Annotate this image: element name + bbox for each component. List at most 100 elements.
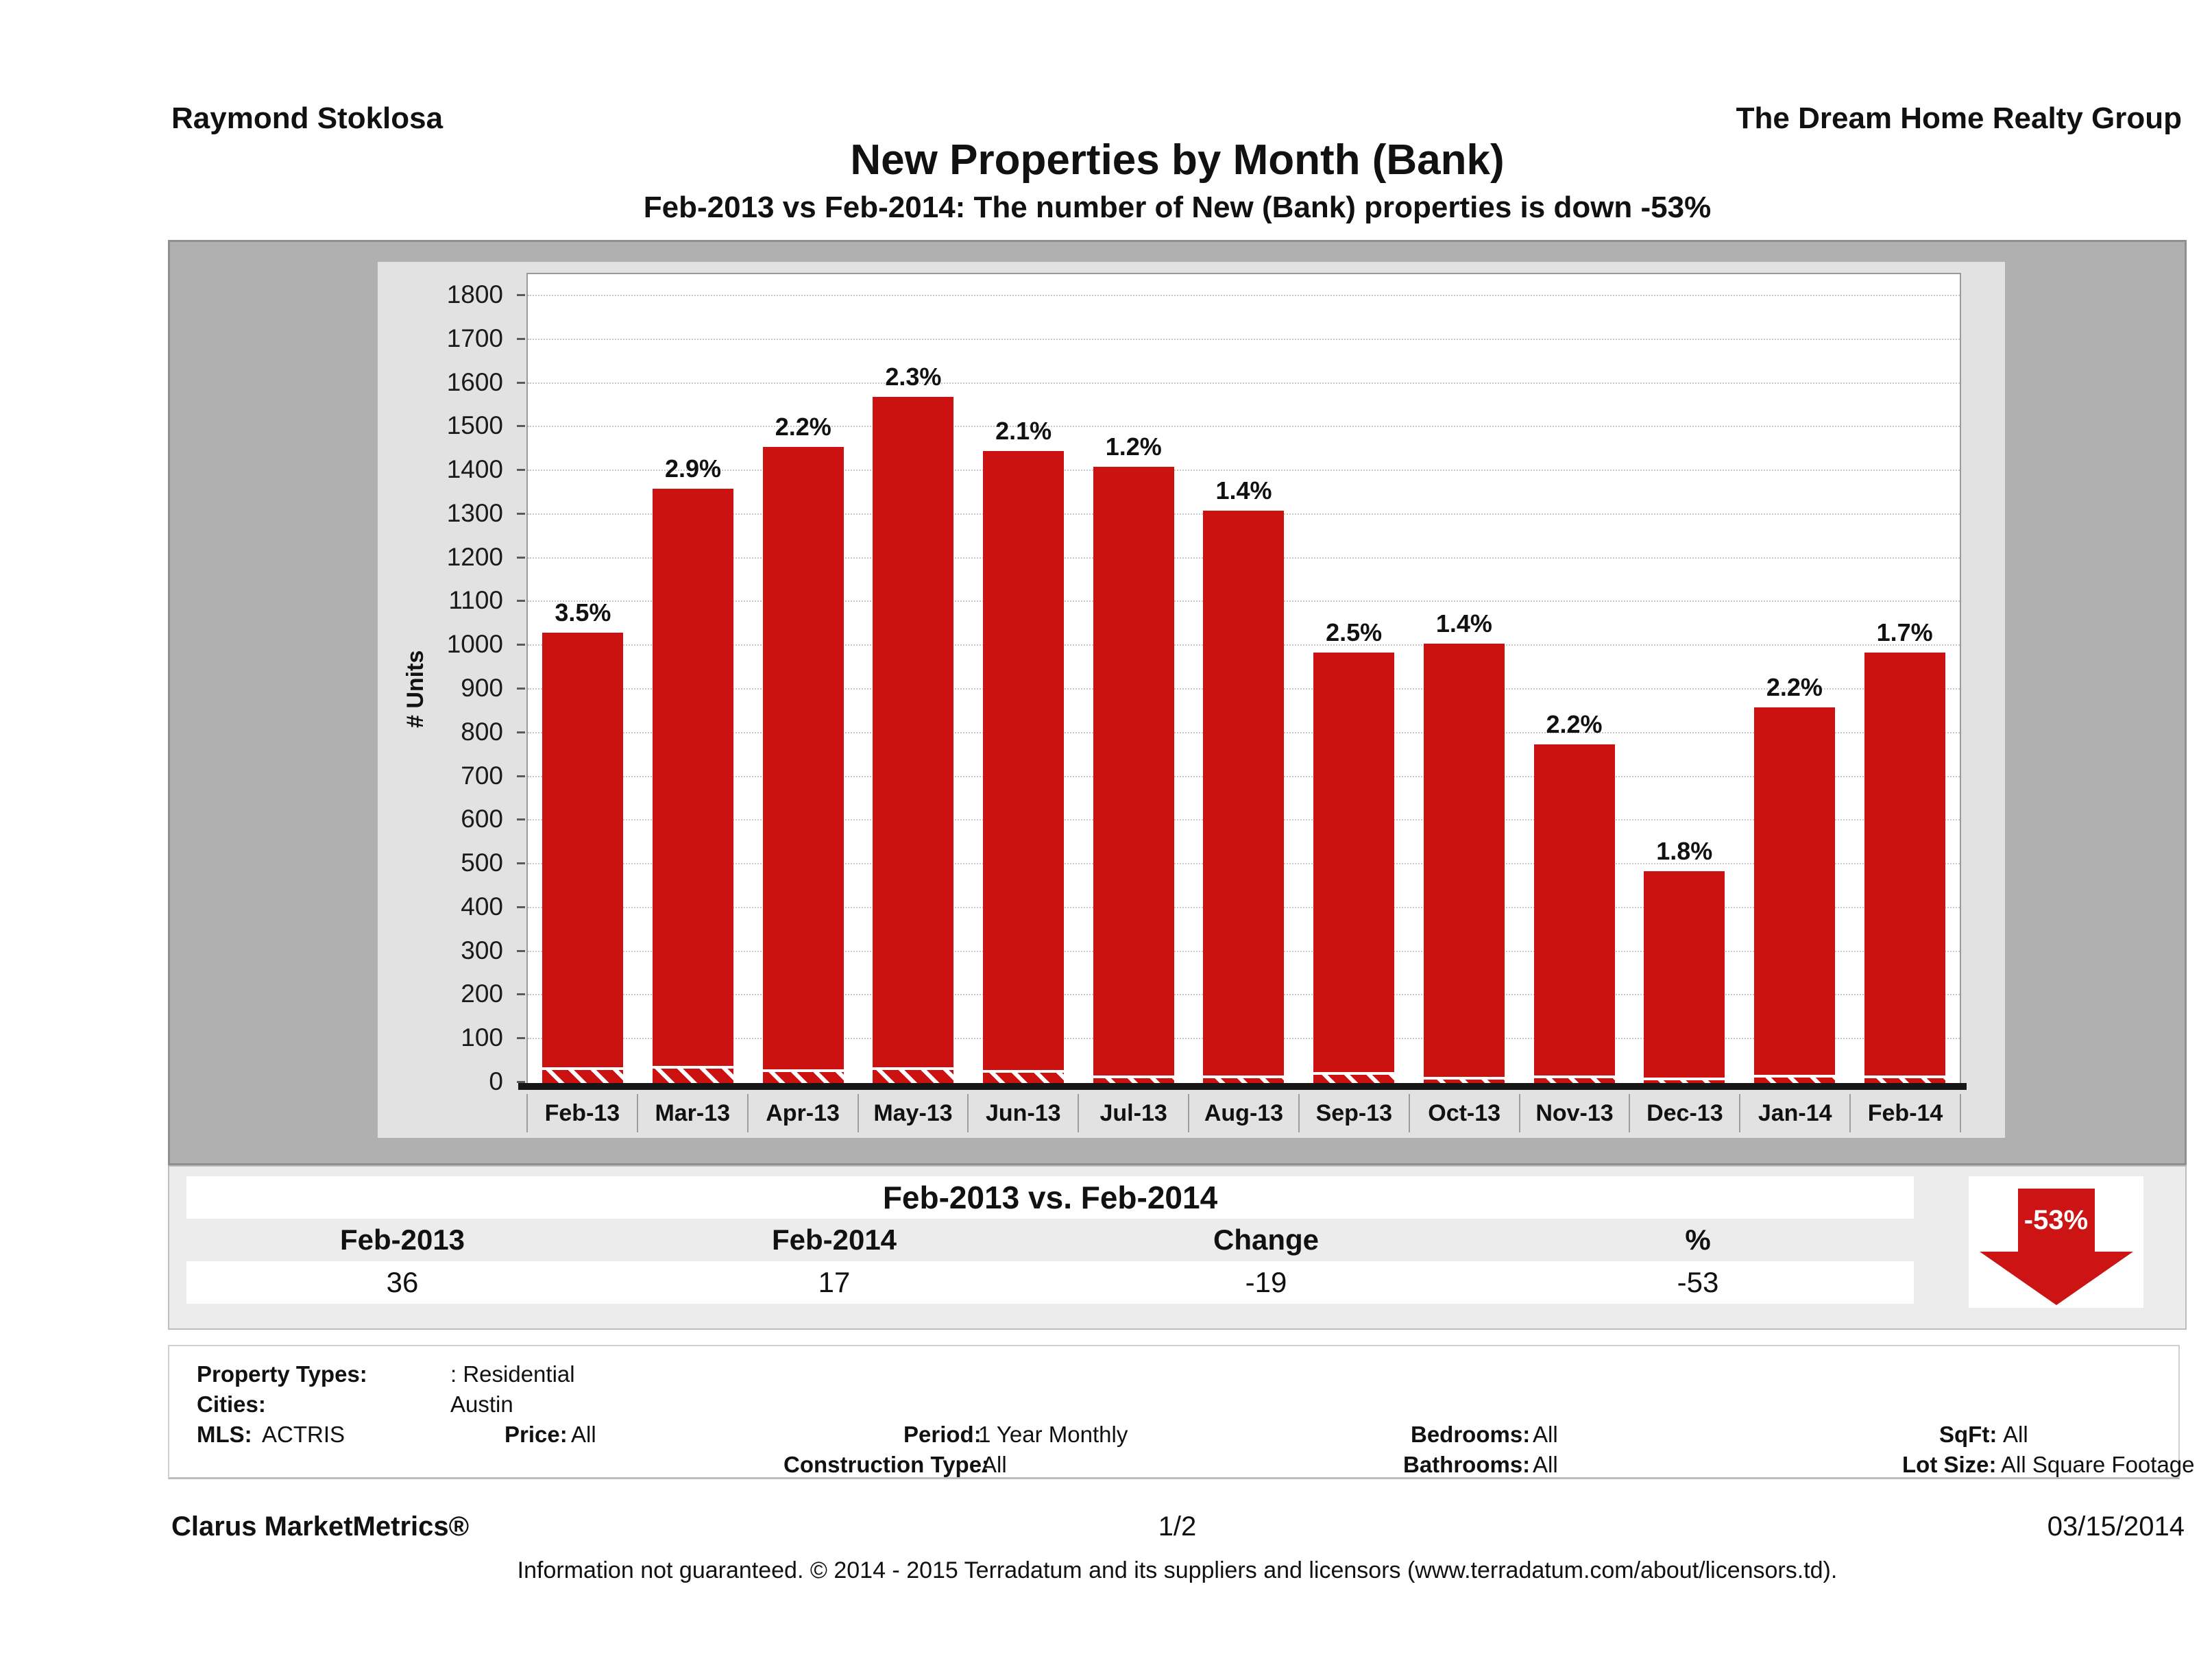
report-subtitle: Feb-2013 vs Feb-2014: The number of New … <box>643 191 1712 224</box>
bar <box>1644 871 1725 1083</box>
bar-slot: 2.2% <box>748 274 858 1083</box>
bar <box>1203 510 1285 1083</box>
down-arrow-label: -53% <box>2023 1204 2089 1235</box>
filter-value-lotsize: All Square Footage <box>2001 1452 2195 1477</box>
y-tick-mark <box>517 731 525 733</box>
filter-label-mls: MLS: <box>197 1422 252 1447</box>
bar-bank-hatch <box>762 1069 844 1083</box>
y-tick-label: 1300 <box>446 498 503 527</box>
y-tick-mark <box>517 688 525 690</box>
y-tick-label: 500 <box>461 849 503 877</box>
footer-disclaimer: Information not guaranteed. © 2014 - 201… <box>517 1557 1838 1583</box>
y-tick-label: 100 <box>461 1023 503 1052</box>
x-axis-labels: Feb-13 Mar-13 Apr-13 May-13 Jun-13 Jul-13 Aug-… <box>526 1094 1961 1132</box>
report-title: New Properties by Month (Bank) <box>850 136 1505 184</box>
x-axis-label: Mar-13 <box>636 1094 747 1132</box>
bar-slots: 3.5% 2.9% 2.2% 2.3% 2.1% 1.2% 1.4% 2.5% 1.4% 2.2%… <box>528 274 1960 1083</box>
x-axis-label: Jul-13 <box>1078 1094 1188 1132</box>
filter-label-bathrooms: Bathrooms: <box>1403 1452 1531 1477</box>
comparison-header-cell: Change <box>1213 1224 1319 1256</box>
y-tick-mark <box>517 775 525 777</box>
bar-slot: 2.2% <box>1519 274 1629 1083</box>
bar-slot: 2.2% <box>1740 274 1850 1083</box>
bar-percent-label: 1.4% <box>1435 609 1492 638</box>
y-tick-label: 900 <box>461 674 503 702</box>
filter-label-bedrooms: Bedrooms: <box>1411 1422 1531 1447</box>
change-arrow-box: -53% <box>1969 1176 2143 1308</box>
y-tick-mark <box>517 512 525 515</box>
chart-inner-panel: # Units 0 100 200 300 400 500 600 700 800 900 1000… <box>378 262 2005 1138</box>
filter-label-property-types: Property Types: <box>197 1361 367 1387</box>
x-axis-line <box>518 1083 1967 1090</box>
bar <box>762 447 844 1083</box>
x-axis-label: Feb-13 <box>526 1094 637 1132</box>
bar-percent-label: 2.3% <box>885 362 942 391</box>
bar-percent-label: 2.2% <box>775 413 831 441</box>
bar-bank-hatch <box>983 1069 1065 1083</box>
bar <box>542 633 624 1083</box>
bar-bank-hatch <box>1753 1074 1835 1083</box>
bar-percent-label: 2.2% <box>1766 672 1823 701</box>
filter-value-cities: Austin <box>450 1391 513 1417</box>
x-axis-label: Feb-14 <box>1849 1094 1961 1132</box>
y-tick-label: 400 <box>461 892 503 921</box>
bar <box>653 488 734 1083</box>
bar-slot: 1.7% <box>1849 274 1960 1083</box>
y-tick-mark <box>517 818 525 821</box>
header-agent-name: Raymond Stoklosa <box>171 101 443 135</box>
comparison-header-cell: Feb-2014 <box>771 1224 897 1256</box>
bar <box>1423 644 1505 1083</box>
filter-label-sqft: SqFt: <box>1939 1422 1997 1447</box>
bar-bank-hatch <box>1093 1075 1174 1083</box>
gridline <box>528 338 1960 340</box>
y-tick-mark <box>517 949 525 952</box>
bar-percent-label: 3.5% <box>555 598 611 627</box>
bar <box>1533 744 1615 1083</box>
x-axis-label: Dec-13 <box>1629 1094 1739 1132</box>
comparison-value-cell: 36 <box>386 1266 419 1298</box>
x-axis-label: Oct-13 <box>1408 1094 1519 1132</box>
filter-value-property-types: : Residential <box>450 1361 575 1387</box>
bar-bank-hatch <box>653 1066 734 1083</box>
x-axis-label: Jan-14 <box>1739 1094 1849 1132</box>
bar <box>1753 707 1835 1083</box>
bar-bank-hatch <box>1644 1078 1725 1083</box>
bar-slot: 2.5% <box>1299 274 1409 1083</box>
plot-area: 3.5% 2.9% 2.2% 2.3% 2.1% 1.2% 1.4% 2.5% 1.4% 2.2%… <box>526 273 1961 1084</box>
filter-label-cities: Cities: <box>197 1391 266 1417</box>
y-tick-label: 1100 <box>448 586 503 615</box>
footer-brand: Clarus MarketMetrics® <box>171 1511 470 1542</box>
y-tick-label: 800 <box>461 717 503 746</box>
y-tick-label: 700 <box>461 761 503 790</box>
bar <box>983 451 1065 1083</box>
header-company-name: The Dream Home Realty Group <box>1736 101 2182 135</box>
bar-percent-label: 2.1% <box>995 417 1052 446</box>
y-tick-mark <box>517 556 525 559</box>
bar-bank-hatch <box>1313 1072 1395 1083</box>
y-tick-mark <box>517 469 525 472</box>
y-tick-label: 1700 <box>446 324 503 352</box>
bar <box>873 396 954 1083</box>
comparison-value-cell: 17 <box>818 1266 851 1298</box>
down-arrow: -53% <box>2017 1189 2095 1252</box>
y-tick-mark <box>517 1037 525 1040</box>
comparison-header-row: Feb-2013 Feb-2014 Change% <box>186 1219 1914 1261</box>
y-tick-mark <box>517 905 525 908</box>
bar <box>1313 652 1395 1083</box>
bar-bank-hatch <box>1423 1077 1505 1083</box>
comparison-title: Feb-2013 vs. Feb-2014 <box>186 1176 1914 1219</box>
bar-percent-label: 1.7% <box>1876 618 1933 646</box>
x-axis-label: May-13 <box>857 1094 968 1132</box>
filter-value-bedrooms: All <box>1533 1422 1558 1447</box>
gridline <box>528 470 1960 472</box>
y-tick-mark <box>517 1081 525 1083</box>
y-tick-label: 1800 <box>446 280 503 308</box>
y-tick-mark <box>517 644 525 646</box>
x-axis-label: Jun-13 <box>967 1094 1078 1132</box>
filter-value-price: All <box>571 1422 596 1447</box>
footer-page-number: 1/2 <box>1158 1511 1197 1542</box>
bar-percent-label: 1.4% <box>1215 476 1272 504</box>
filter-label-lotsize: Lot Size: <box>1902 1452 1997 1477</box>
filter-label-construction: Construction Type: <box>783 1452 990 1477</box>
